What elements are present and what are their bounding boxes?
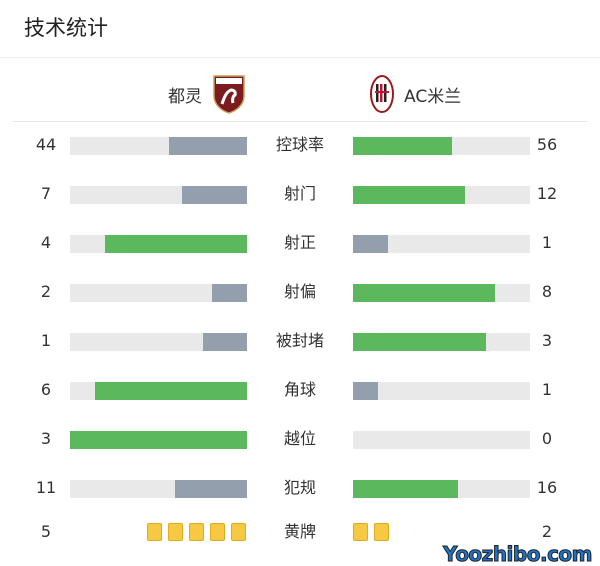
stat-label: 被封堵 (275, 331, 324, 350)
away-value: 8 (541, 282, 553, 301)
torino-logo-icon (213, 75, 245, 114)
away-bar-fill (353, 137, 453, 155)
home-bar-track (70, 186, 247, 204)
home-bar-track (70, 480, 247, 498)
ac-milan-logo-icon (370, 75, 394, 113)
home-bar-track (70, 431, 247, 449)
away-value: 12 (536, 184, 558, 203)
home-bar-fill (174, 480, 247, 498)
stat-label: 犯规 (283, 478, 316, 497)
away-bar-track (353, 137, 530, 155)
stat-row: 7 射门 12 (0, 182, 600, 206)
stat-label: 角球 (283, 380, 316, 399)
yellow-card-icon (353, 523, 368, 541)
away-value: 1 (541, 380, 553, 399)
home-value: 7 (40, 184, 52, 203)
away-yellow-cards (353, 523, 389, 541)
stat-row: 2 射偏 8 (0, 280, 600, 304)
away-bar-fill (353, 480, 458, 498)
home-team[interactable]: 都灵 (168, 74, 246, 114)
home-bar-fill (95, 382, 247, 400)
away-bar-fill (353, 382, 379, 400)
home-value: 4 (40, 233, 52, 252)
yellow-card-icon (231, 523, 246, 541)
stat-label: 射门 (283, 184, 316, 203)
home-bar-fill (70, 431, 247, 449)
away-team-name: AC米兰 (404, 86, 462, 107)
stat-row: 3 越位 0 (0, 427, 600, 451)
home-bar-track (70, 137, 247, 155)
yellow-card-icon (210, 523, 225, 541)
away-bar-track (353, 333, 530, 351)
home-yellow-cards (147, 523, 246, 541)
home-value: 5 (40, 522, 52, 541)
stat-row: 44 控球率 56 (0, 133, 600, 157)
yellow-card-icon (168, 523, 183, 541)
home-value: 3 (40, 429, 52, 448)
yellow-card-icon (189, 523, 204, 541)
divider (12, 121, 588, 122)
away-bar-fill (353, 186, 465, 204)
divider (0, 57, 600, 58)
watermark-logo: Yoozhibo.com (443, 542, 593, 566)
stat-row: 6 角球 1 (0, 378, 600, 402)
home-bar-fill (202, 333, 247, 351)
away-bar-fill (353, 235, 389, 253)
home-team-name: 都灵 (168, 86, 202, 107)
away-value: 1 (541, 233, 553, 252)
away-value: 0 (541, 429, 553, 448)
away-bar-fill (353, 284, 495, 302)
home-value: 2 (40, 282, 52, 301)
home-bar-track (70, 284, 247, 302)
away-value: 3 (541, 331, 553, 350)
away-bar-track (353, 235, 530, 253)
away-bar-track (353, 480, 530, 498)
stat-row: 1 被封堵 3 (0, 329, 600, 353)
away-bar-track (353, 431, 530, 449)
away-bar-fill (353, 333, 486, 351)
home-bar-track (70, 333, 247, 351)
away-value: 2 (541, 522, 553, 541)
home-bar-fill (181, 186, 247, 204)
yellow-card-icon (374, 523, 389, 541)
stat-label: 黄牌 (283, 522, 316, 541)
away-value: 56 (536, 135, 558, 154)
away-bar-track (353, 186, 530, 204)
away-value: 16 (536, 478, 558, 497)
home-value: 11 (35, 478, 57, 497)
away-team[interactable]: AC米兰 (370, 74, 461, 114)
home-bar-track (70, 382, 247, 400)
stat-row-yellow-cards: 5 黄牌 2 (0, 520, 600, 544)
stat-row: 4 射正 1 (0, 231, 600, 255)
home-bar-fill (211, 284, 247, 302)
stat-label: 射偏 (283, 282, 316, 301)
page-title: 技术统计 (24, 16, 108, 40)
away-bar-track (353, 382, 530, 400)
home-value: 1 (40, 331, 52, 350)
home-bar-fill (169, 137, 247, 155)
stat-label: 射正 (283, 233, 316, 252)
yellow-card-icon (147, 523, 162, 541)
home-bar-track (70, 235, 247, 253)
away-bar-track (353, 284, 530, 302)
stat-label: 越位 (283, 429, 316, 448)
home-bar-fill (105, 235, 247, 253)
stat-row: 11 犯规 16 (0, 476, 600, 500)
home-value: 6 (40, 380, 52, 399)
home-value: 44 (35, 135, 57, 154)
stat-label: 控球率 (275, 135, 324, 154)
